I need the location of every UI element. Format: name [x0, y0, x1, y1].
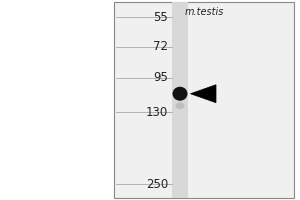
Text: 250: 250 [146, 178, 168, 191]
Ellipse shape [172, 87, 188, 101]
Text: m.testis: m.testis [184, 7, 224, 17]
Ellipse shape [176, 102, 184, 109]
FancyBboxPatch shape [0, 0, 114, 200]
FancyBboxPatch shape [172, 2, 188, 198]
Text: 130: 130 [146, 106, 168, 119]
FancyBboxPatch shape [114, 2, 294, 198]
Text: 55: 55 [153, 11, 168, 24]
Text: 95: 95 [153, 71, 168, 84]
Text: 72: 72 [153, 40, 168, 53]
Polygon shape [190, 85, 216, 103]
